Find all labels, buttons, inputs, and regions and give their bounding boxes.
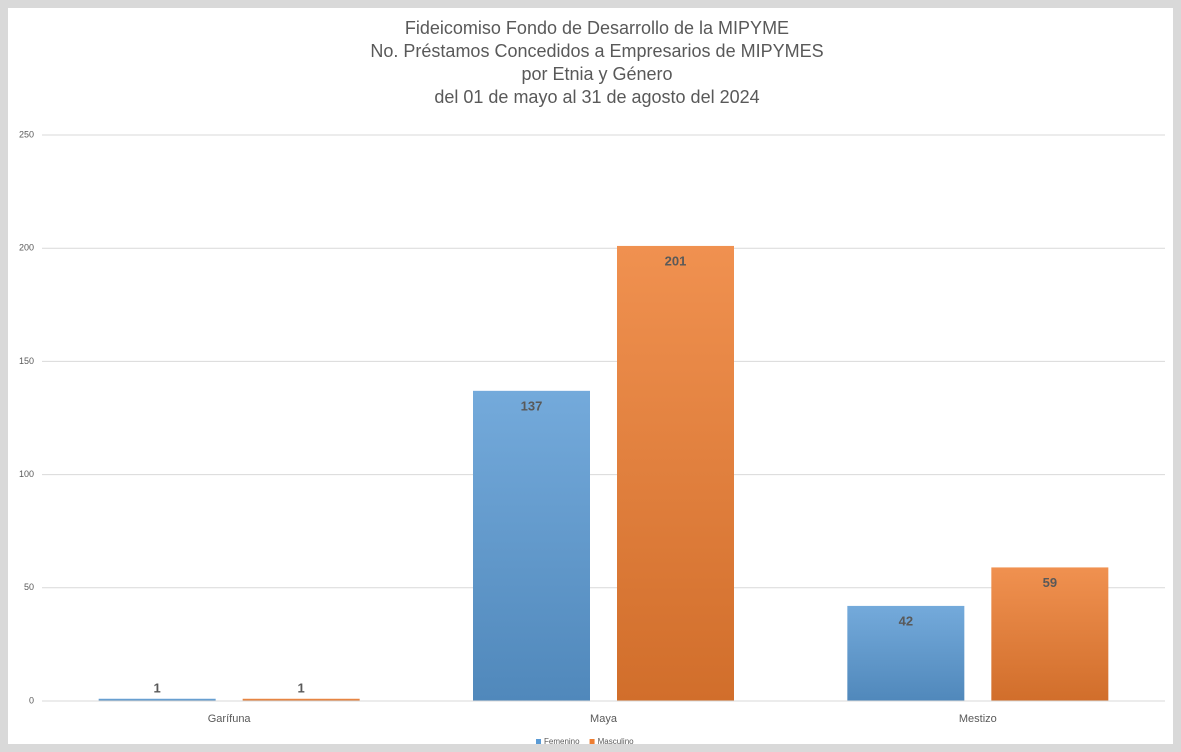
bar [847,605,965,701]
chart-title: Fideicomiso Fondo de Desarrollo de la MI… [405,18,789,38]
data-label: 59 [1043,575,1057,590]
chart-area [8,8,1173,744]
data-label: 42 [899,613,913,628]
legend-label: Masculino [598,737,635,746]
x-tick-label: Garífuna [208,713,252,725]
data-label: 137 [521,398,543,413]
bar [242,698,360,701]
bar [617,245,734,701]
bar [98,698,216,701]
x-tick-label: Maya [590,713,618,725]
data-label: 201 [665,253,687,268]
y-tick-label: 200 [19,243,34,253]
y-tick-label: 0 [29,695,34,705]
chart-title: del 01 de mayo al 31 de agosto del 2024 [434,87,759,107]
legend-swatch [589,739,595,744]
y-tick-label: 50 [24,582,34,592]
data-label: 1 [298,680,305,695]
y-tick-label: 250 [19,129,34,139]
bar [991,567,1109,701]
y-tick-label: 100 [19,469,34,479]
bar [473,390,590,701]
legend-label: Femenino [544,737,580,746]
data-label: 1 [154,680,161,695]
x-tick-label: Mestizo [959,713,997,725]
chart-title: por Etnia y Género [521,64,672,84]
chart-title: No. Préstamos Concedidos a Empresarios d… [370,41,823,61]
y-tick-label: 150 [19,356,34,366]
legend-swatch [536,739,541,744]
